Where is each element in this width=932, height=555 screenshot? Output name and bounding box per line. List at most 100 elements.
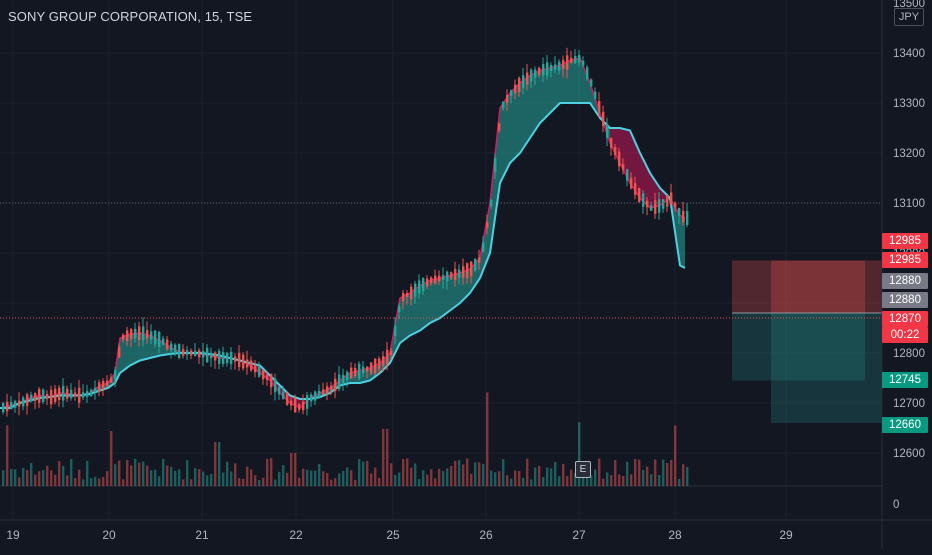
volume-bar — [622, 475, 625, 486]
candle-body — [94, 387, 97, 393]
price-tag-entry: 12880 — [882, 273, 928, 289]
candle-body — [566, 55, 569, 70]
volume-bar — [362, 461, 365, 486]
volume-bar — [370, 473, 373, 486]
candle-body — [462, 266, 465, 279]
volume-bar — [326, 472, 329, 486]
volume-bar — [354, 479, 357, 486]
band-fill — [130, 333, 140, 366]
candle-body — [434, 275, 437, 284]
volume-bar — [50, 470, 53, 486]
volume-bar — [102, 476, 105, 486]
x-tick-label: 21 — [195, 528, 209, 542]
position-tools[interactable] — [732, 260, 882, 424]
candle-body — [674, 202, 677, 208]
currency-label[interactable]: JPY — [894, 8, 924, 26]
volume-bar — [282, 465, 285, 486]
volume-bar — [250, 469, 253, 486]
volume-bar — [106, 471, 109, 486]
band-fill — [650, 173, 660, 208]
candle-body — [170, 343, 173, 351]
candle-body — [590, 79, 593, 87]
candle-body — [338, 374, 341, 390]
volume-bar — [338, 473, 341, 486]
candle-body — [498, 123, 501, 131]
volume-bar — [126, 460, 129, 486]
y-tick-label: 12800 — [893, 348, 925, 360]
volume-bar — [426, 474, 429, 486]
candle-body — [126, 330, 129, 341]
candle-body — [598, 101, 601, 113]
volume-bar — [446, 468, 449, 486]
volume-axis-label: 0 — [893, 499, 899, 511]
candle-body — [306, 395, 309, 409]
candle-body — [358, 363, 361, 379]
band-fill — [580, 58, 590, 103]
horizontal-lines[interactable] — [0, 202, 882, 319]
x-tick-label: 29 — [779, 528, 793, 542]
volume-bar — [418, 479, 421, 486]
candle-body — [446, 271, 449, 282]
volume-bar — [150, 470, 153, 486]
candle-body — [270, 373, 273, 388]
volume-bar — [298, 477, 301, 486]
candle-body — [286, 393, 289, 405]
volume-bar — [58, 461, 61, 486]
volume-bar — [162, 458, 165, 486]
volume-bar — [430, 469, 433, 486]
candle-body — [38, 389, 41, 403]
volume-bar — [158, 476, 161, 486]
volume-bar — [130, 465, 133, 486]
volume-bar — [178, 469, 181, 486]
volume-bar — [654, 459, 657, 486]
volume-bar — [382, 428, 385, 486]
candle-body — [398, 306, 401, 312]
volume-bar — [526, 458, 529, 486]
volume-bar — [502, 459, 505, 486]
x-tick-label: 25 — [386, 528, 400, 542]
candle-body — [478, 257, 481, 263]
volume-bar — [318, 463, 321, 486]
volume-bar — [226, 461, 229, 486]
volume-bar — [482, 463, 485, 486]
volume-bar — [118, 460, 121, 486]
volume-bar — [22, 467, 25, 486]
volume-bar — [98, 478, 101, 486]
candle-body — [294, 397, 297, 413]
candle-body — [430, 277, 433, 284]
candle-body — [214, 352, 217, 361]
candle-body — [642, 193, 645, 207]
y-tick-label: 12700 — [893, 398, 925, 410]
volume-bar — [330, 479, 333, 486]
volume-bar — [678, 478, 681, 486]
candle-body — [466, 263, 469, 278]
band-fill — [550, 65, 560, 113]
volume-bar — [642, 469, 645, 486]
candle-body — [650, 205, 653, 211]
earnings-marker[interactable]: E — [575, 461, 591, 478]
candle-body — [226, 352, 229, 364]
candle-body — [134, 328, 137, 339]
candle-body — [454, 268, 457, 281]
candle-body — [78, 387, 81, 403]
volume-bar — [626, 461, 629, 486]
candle-body — [74, 392, 77, 397]
candle-body — [110, 377, 113, 383]
chart-title[interactable]: SONY GROUP CORPORATION, 15, TSE — [8, 9, 253, 24]
candle-body — [278, 386, 281, 395]
stop-zone — [771, 260, 882, 313]
volume-bar — [222, 472, 225, 486]
volume-bar — [634, 459, 637, 486]
x-tick-label: 19 — [6, 528, 20, 542]
volume-bar — [70, 458, 73, 486]
volume-bar — [198, 469, 201, 486]
candle-body — [30, 394, 33, 402]
candle-body — [502, 101, 505, 109]
candle-body — [438, 275, 441, 282]
trend-band — [0, 57, 686, 409]
band-fill — [450, 273, 460, 311]
candle-body — [374, 358, 377, 374]
candle-body — [514, 84, 517, 94]
